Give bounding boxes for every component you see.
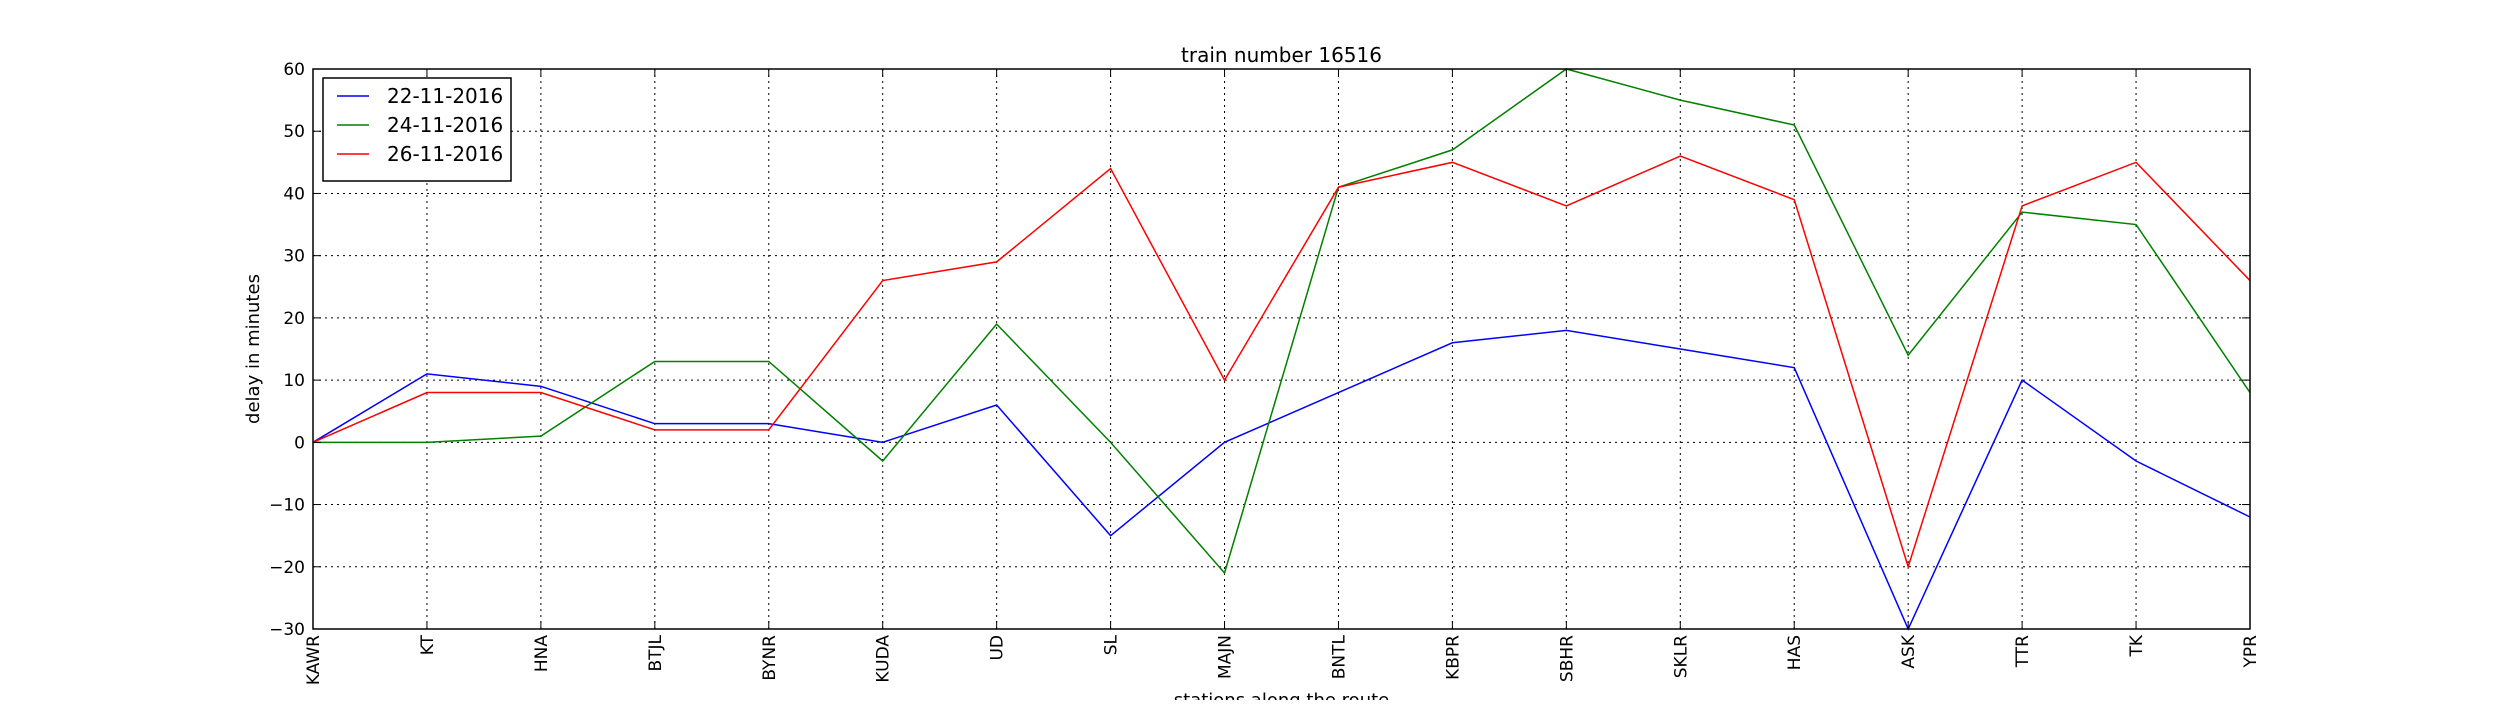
- x-tick-label: KUDA: [874, 635, 894, 683]
- series-lines: [312, 68, 2251, 631]
- x-tick-label: YPR: [2241, 635, 2261, 669]
- y-axis-label: delay in minutes: [243, 274, 264, 424]
- x-tick-label: ASK: [1899, 634, 1919, 668]
- x-tick-label: BTJL: [646, 634, 666, 671]
- y-tick-labels: −30 −20 −10 0 10 20 30 40 50 60: [269, 60, 305, 640]
- series-line-2: [313, 68, 2251, 575]
- x-tick-label: SBHR: [1557, 635, 1577, 682]
- chart-title: train number 16516: [1181, 43, 1382, 67]
- y-tick-label: −30: [269, 620, 305, 640]
- x-tick-label: UD: [988, 635, 1008, 661]
- series-line-3: [312, 155, 2251, 570]
- x-tick-label: KAWR: [304, 635, 324, 685]
- grid-lines: [312, 68, 2251, 630]
- y-tick-label: −20: [269, 558, 305, 578]
- x-tick-label: BYNR: [760, 635, 780, 681]
- legend-box: [322, 77, 512, 182]
- y-tick-label: −10: [269, 496, 305, 516]
- x-tick-label: KT: [418, 634, 438, 655]
- series-line-1: [312, 329, 2251, 631]
- y-tick-label: 0: [294, 433, 305, 453]
- legend: 22-11-2016 24-11-2016 26-11-2016: [322, 77, 512, 182]
- x-tick-label: HAS: [1785, 635, 1805, 670]
- x-tick-label: SKLR: [1671, 635, 1691, 678]
- x-tick-label: HNA: [532, 635, 552, 673]
- x-tick-label: TK: [2127, 634, 2147, 657]
- x-tick-label: BNTL: [1329, 634, 1349, 679]
- x-tick-label: TTR: [2013, 635, 2033, 668]
- x-tick-label: KBPR: [1443, 635, 1463, 680]
- y-tick-label: 30: [283, 247, 305, 267]
- y-tick-label: 20: [283, 309, 305, 329]
- legend-label-1: 22-11-2016: [387, 84, 503, 108]
- y-tick-label: 40: [283, 184, 305, 204]
- y-tick-label: 10: [283, 371, 305, 391]
- x-tick-labels: KAWR KT HNA BTJL BYNR KUDA UD SL MAJN BNTL KBPR SBH…: [304, 634, 2261, 685]
- axis-ticks: [312, 68, 2251, 630]
- legend-label-2: 24-11-2016: [387, 113, 503, 137]
- y-tick-label: 50: [283, 122, 305, 142]
- x-tick-label: SL: [1102, 634, 1122, 655]
- x-tick-label: MAJN: [1216, 635, 1236, 679]
- x-axis-label: stations along the route: [1174, 690, 1389, 700]
- y-tick-label: 60: [283, 60, 305, 80]
- legend-label-3: 26-11-2016: [387, 142, 503, 166]
- plot-frame: [312, 68, 2251, 630]
